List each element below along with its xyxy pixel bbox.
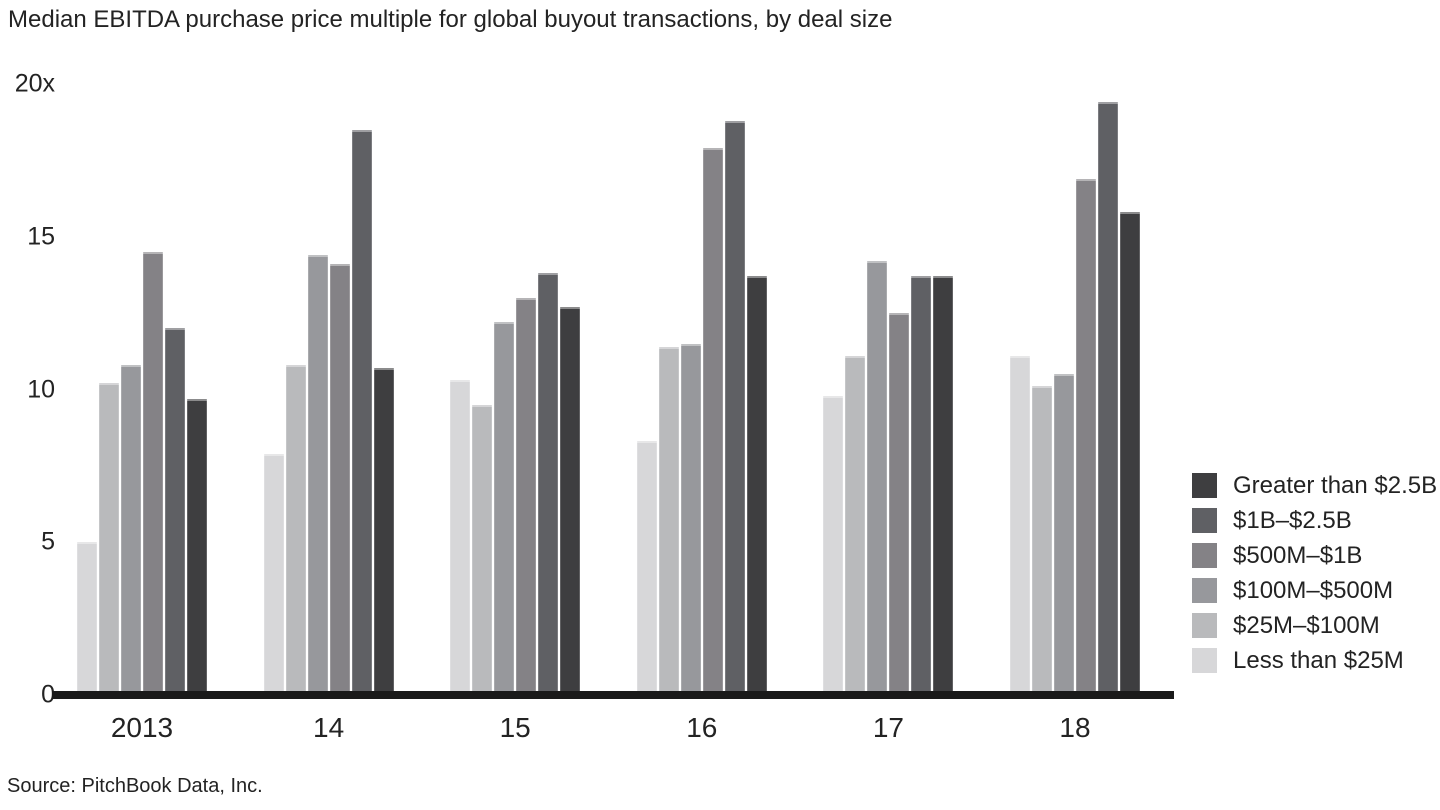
bar-2013-$25M–$100M [99, 383, 119, 691]
y-axis: 20x 15 10 5 0 [0, 0, 55, 760]
bar-17-$25M–$100M [845, 356, 866, 691]
bar-14-$500M–$1B [329, 264, 350, 691]
legend-row: $500M–$1B [1192, 541, 1437, 569]
bar-group-2013 [77, 252, 207, 691]
legend: Greater than $2.5B $1B–$2.5B $500M–$1B $100… [1192, 471, 1438, 683]
bar-16-$100M–$500M [680, 344, 701, 691]
y-tick-20x: 20x [14, 69, 55, 98]
bar-2013-$500M–$1B [143, 252, 163, 691]
bar-15-$100M–$500M [494, 322, 515, 691]
legend-row: $1B–$2.5B [1192, 506, 1437, 534]
x-tick-14: 14 [313, 712, 345, 743]
bar-18-Less than $25M [1010, 356, 1030, 691]
legend-swatch [1192, 473, 1217, 498]
legend-swatch [1192, 648, 1217, 673]
bar-group-14 [263, 130, 394, 691]
bar-14-$25M–$100M [285, 365, 306, 691]
bar-16-Less than $25M [636, 441, 657, 691]
bar-17-$1B–$2.5B [911, 276, 932, 691]
bar-18-$25M–$100M [1032, 386, 1052, 691]
source-note: Source: PitchBook Data, Inc. [7, 775, 263, 797]
legend-label: Greater than $2.5B [1233, 471, 1438, 499]
bar-16-$25M–$100M [658, 347, 679, 691]
bar-15-$1B–$2.5B [538, 273, 559, 691]
x-tick-17: 17 [872, 712, 904, 743]
legend-swatch [1192, 613, 1217, 638]
bar-17-$500M–$1B [889, 313, 910, 691]
x-axis-line [52, 691, 1174, 699]
bar-18-$500M–$1B [1076, 179, 1096, 691]
y-tick-15: 15 [27, 222, 55, 251]
bar-2013-$100M–$500M [121, 365, 141, 691]
bar-17-Less than $25M [823, 396, 844, 691]
bar-14-$100M–$500M [307, 255, 328, 691]
bar-15-$25M–$100M [472, 405, 493, 691]
y-tick-5: 5 [41, 527, 55, 556]
bar-group-18 [1010, 102, 1140, 691]
bar-17-Greater than $2.5B [933, 276, 954, 691]
legend-swatch [1192, 578, 1217, 603]
x-tick-15: 15 [499, 712, 531, 743]
bar-15-Greater than $2.5B [560, 307, 581, 691]
legend-label: Less than $25M [1233, 646, 1404, 674]
legend-row: Less than $25M [1192, 646, 1437, 674]
bar-group-15 [450, 273, 581, 691]
bar-16-$1B–$2.5B [724, 121, 745, 691]
bar-14-Greater than $2.5B [373, 368, 394, 691]
bar-17-$100M–$500M [867, 261, 888, 691]
legend-swatch [1192, 508, 1217, 533]
bar-15-Less than $25M [450, 380, 471, 691]
bar-18-$100M–$500M [1054, 374, 1074, 691]
chart-title: Median EBITDA purchase price multiple fo… [8, 6, 893, 33]
bar-14-Less than $25M [263, 454, 284, 691]
y-tick-10: 10 [27, 375, 55, 403]
legend-row: $100M–$500M [1192, 576, 1437, 604]
x-tick-18: 18 [1059, 712, 1091, 743]
bar-15-$500M–$1B [516, 298, 537, 691]
legend-label: $25M–$100M [1233, 611, 1380, 639]
legend-label: $1B–$2.5B [1233, 506, 1352, 534]
legend-row: $25M–$100M [1192, 611, 1437, 639]
legend-label: $100M–$500M [1233, 576, 1394, 604]
legend-swatch [1192, 543, 1217, 568]
bar-2013-Greater than $2.5B [187, 399, 207, 691]
y-tick-0: 0 [41, 680, 55, 709]
bar-16-Greater than $2.5B [746, 276, 767, 691]
legend-row: Greater than $2.5B [1192, 471, 1438, 499]
bar-2013-$1B–$2.5B [165, 328, 185, 691]
bar-18-$1B–$2.5B [1098, 102, 1118, 691]
x-tick-16: 16 [686, 712, 718, 743]
legend-label: $500M–$1B [1233, 541, 1363, 569]
plot-area [77, 102, 1140, 691]
bar-group-16 [636, 121, 767, 691]
bar-16-$500M–$1B [702, 148, 723, 691]
bar-2013-Less than $25M [77, 542, 97, 691]
bar-14-$1B–$2.5B [351, 130, 372, 691]
bar-18-Greater than $2.5B [1120, 212, 1140, 691]
bar-group-17 [823, 261, 954, 691]
x-tick-2013: 2013 [110, 712, 174, 743]
